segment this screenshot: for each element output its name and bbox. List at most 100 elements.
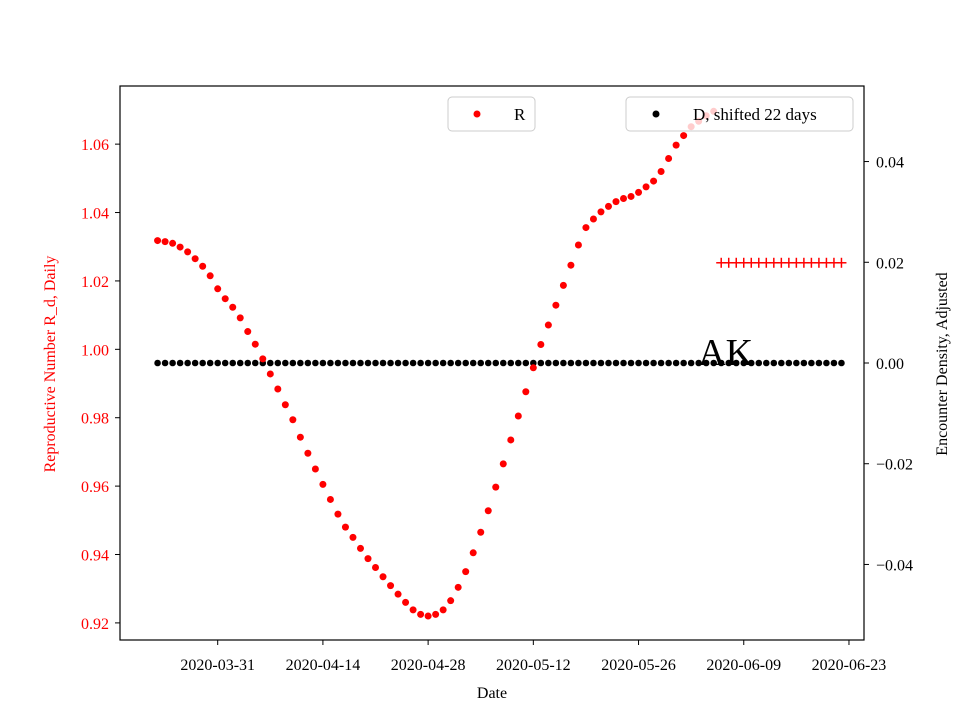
d-point <box>590 359 597 367</box>
r-point <box>612 198 620 206</box>
d-point <box>627 359 635 367</box>
d-point <box>432 359 439 367</box>
r-point <box>454 583 462 591</box>
d-point <box>672 359 680 367</box>
x-tick-label: 2020-06-09 <box>706 657 781 674</box>
plus-point <box>836 257 847 268</box>
plot-marks <box>154 107 847 620</box>
d-point <box>680 359 687 367</box>
d-point <box>732 359 740 367</box>
y-axis-right-title: Encounter Density, Adjusted <box>934 272 951 455</box>
d-point <box>327 359 334 367</box>
y-left-tick-label: 1.04 <box>81 206 109 223</box>
r-point <box>289 416 297 424</box>
y-axis-left-title: Reproductive Number R_d, Daily <box>42 256 59 473</box>
d-point <box>830 359 838 367</box>
x-axis-title: Date <box>477 685 507 702</box>
d-point <box>312 359 319 367</box>
r-point <box>507 436 515 444</box>
r-point <box>432 610 440 618</box>
d-point <box>402 359 409 367</box>
d-point <box>620 359 627 367</box>
r-point <box>672 141 680 149</box>
r-point <box>296 433 304 441</box>
d-point <box>530 359 537 367</box>
d-point <box>334 359 342 367</box>
d-point <box>657 359 665 367</box>
d-point <box>770 359 778 367</box>
d-point <box>778 359 785 367</box>
r-point <box>574 241 582 249</box>
r-point <box>379 573 387 581</box>
r-point <box>221 295 229 303</box>
y-right-tick-label: −0.02 <box>876 457 913 474</box>
d-point <box>552 359 560 367</box>
d-point <box>800 359 808 367</box>
r-point <box>627 192 635 200</box>
r-point <box>635 188 643 196</box>
r-point <box>319 480 327 488</box>
r-point <box>514 412 522 420</box>
r-point <box>244 328 252 336</box>
y-left-tick-label: 0.96 <box>81 479 109 496</box>
r-point <box>154 237 162 245</box>
x-tick-label: 2020-04-14 <box>286 657 361 674</box>
d-point <box>206 359 214 367</box>
d-point <box>409 359 417 367</box>
r-point <box>334 510 342 518</box>
d-point <box>297 359 304 367</box>
r-point <box>184 248 192 256</box>
d-point <box>236 359 244 367</box>
d-point <box>229 359 237 367</box>
r-point <box>469 549 477 557</box>
annotation-label: AK <box>698 332 753 374</box>
r-point <box>372 564 380 572</box>
r-point <box>567 261 575 269</box>
d-point <box>417 359 424 367</box>
y-right-tick-label: 0.04 <box>876 155 904 172</box>
r-point <box>229 303 237 311</box>
y-right-tick-label: 0.00 <box>876 356 904 373</box>
d-point <box>545 359 552 367</box>
r-point <box>206 272 214 280</box>
d-point <box>161 359 169 367</box>
y-left-tick-label: 0.92 <box>81 616 109 633</box>
d-point <box>612 359 620 367</box>
d-point <box>823 359 830 367</box>
d-point <box>793 359 800 367</box>
r-point <box>199 262 207 270</box>
d-point <box>304 359 312 367</box>
r-point <box>356 544 364 552</box>
d-point <box>319 359 327 367</box>
r-point <box>394 590 402 598</box>
d-point <box>184 359 191 367</box>
r-point <box>522 388 530 396</box>
d-point <box>221 359 229 367</box>
r-point <box>665 154 673 162</box>
y-right-tick-label: 0.02 <box>876 255 904 272</box>
d-point <box>537 359 545 367</box>
legend-d-label: D, shifted 22 days <box>693 105 817 124</box>
r-point <box>341 523 349 531</box>
y-left-tick-label: 0.98 <box>81 411 109 428</box>
r-point <box>274 385 282 393</box>
d-point <box>582 359 590 367</box>
d-point <box>379 359 387 367</box>
r-point <box>462 568 470 576</box>
legend-r-label: R <box>514 105 526 124</box>
d-point <box>462 359 469 367</box>
d-point <box>695 359 702 367</box>
legend-d: D, shifted 22 days <box>625 96 854 132</box>
d-point <box>605 359 612 367</box>
r-point <box>251 340 259 348</box>
r-point <box>161 238 169 246</box>
d-point <box>199 359 206 367</box>
d-point <box>394 359 402 367</box>
d-point <box>717 359 725 367</box>
d-point <box>251 359 259 367</box>
d-point <box>282 359 289 367</box>
r-point <box>236 314 244 322</box>
r-point <box>544 321 552 329</box>
x-tick-label: 2020-04-28 <box>391 657 466 674</box>
